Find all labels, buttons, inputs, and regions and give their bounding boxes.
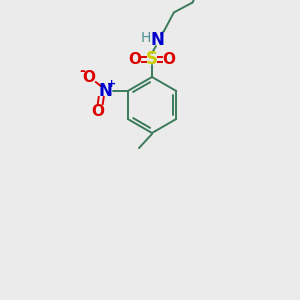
- Text: N: N: [150, 31, 164, 49]
- Text: O: O: [163, 52, 176, 67]
- Text: S: S: [146, 50, 158, 68]
- Text: O: O: [82, 70, 95, 86]
- Text: N: N: [99, 82, 113, 100]
- Text: +: +: [107, 79, 116, 89]
- Text: -: -: [79, 64, 85, 78]
- Text: H: H: [141, 31, 151, 45]
- Text: O: O: [128, 52, 142, 67]
- Text: O: O: [91, 103, 104, 118]
